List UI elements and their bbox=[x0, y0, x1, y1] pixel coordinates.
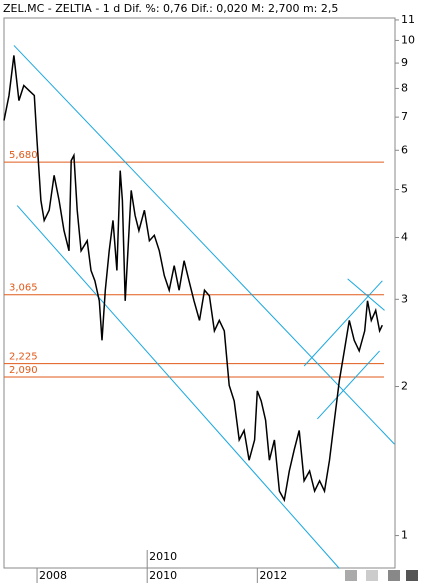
level-label: 3,065 bbox=[9, 283, 38, 294]
trend-line bbox=[316, 350, 380, 420]
y-tick-label: 11 bbox=[401, 13, 415, 26]
trend-line bbox=[13, 45, 395, 445]
y-tick-label: 5 bbox=[401, 182, 408, 195]
y-tick-label: 1 bbox=[401, 529, 408, 542]
x-tick-label: 2012 bbox=[259, 569, 287, 582]
y-tick-label: 9 bbox=[401, 56, 408, 69]
x-tick-label: 2008 bbox=[39, 569, 67, 582]
icon[interactable] bbox=[406, 570, 418, 581]
level-label: 2,090 bbox=[9, 365, 38, 376]
y-tick-label: 7 bbox=[401, 110, 408, 123]
trend-line bbox=[303, 280, 383, 367]
plot-frame bbox=[3, 17, 396, 569]
annotation: 2010 bbox=[149, 550, 177, 563]
chart-title: ZEL.MC - ZELTIA - 1 d Dif. %: 0,76 Dif.:… bbox=[3, 2, 338, 15]
icon[interactable] bbox=[388, 570, 400, 581]
trend-line bbox=[16, 205, 340, 569]
level-label: 2,225 bbox=[9, 352, 38, 363]
icon[interactable] bbox=[345, 570, 357, 581]
x-tick-label: 2010 bbox=[149, 569, 177, 582]
y-tick-label: 3 bbox=[401, 292, 408, 305]
y-tick-label: 2 bbox=[401, 380, 408, 393]
icon[interactable] bbox=[366, 570, 378, 581]
price-line bbox=[3, 55, 383, 503]
y-tick-label: 4 bbox=[401, 230, 408, 243]
level-label: 5,680 bbox=[9, 150, 38, 161]
trend-line bbox=[347, 278, 385, 311]
y-tick-label: 6 bbox=[401, 143, 408, 156]
y-tick-label: 8 bbox=[401, 81, 408, 94]
y-tick-label: 10 bbox=[401, 33, 415, 46]
